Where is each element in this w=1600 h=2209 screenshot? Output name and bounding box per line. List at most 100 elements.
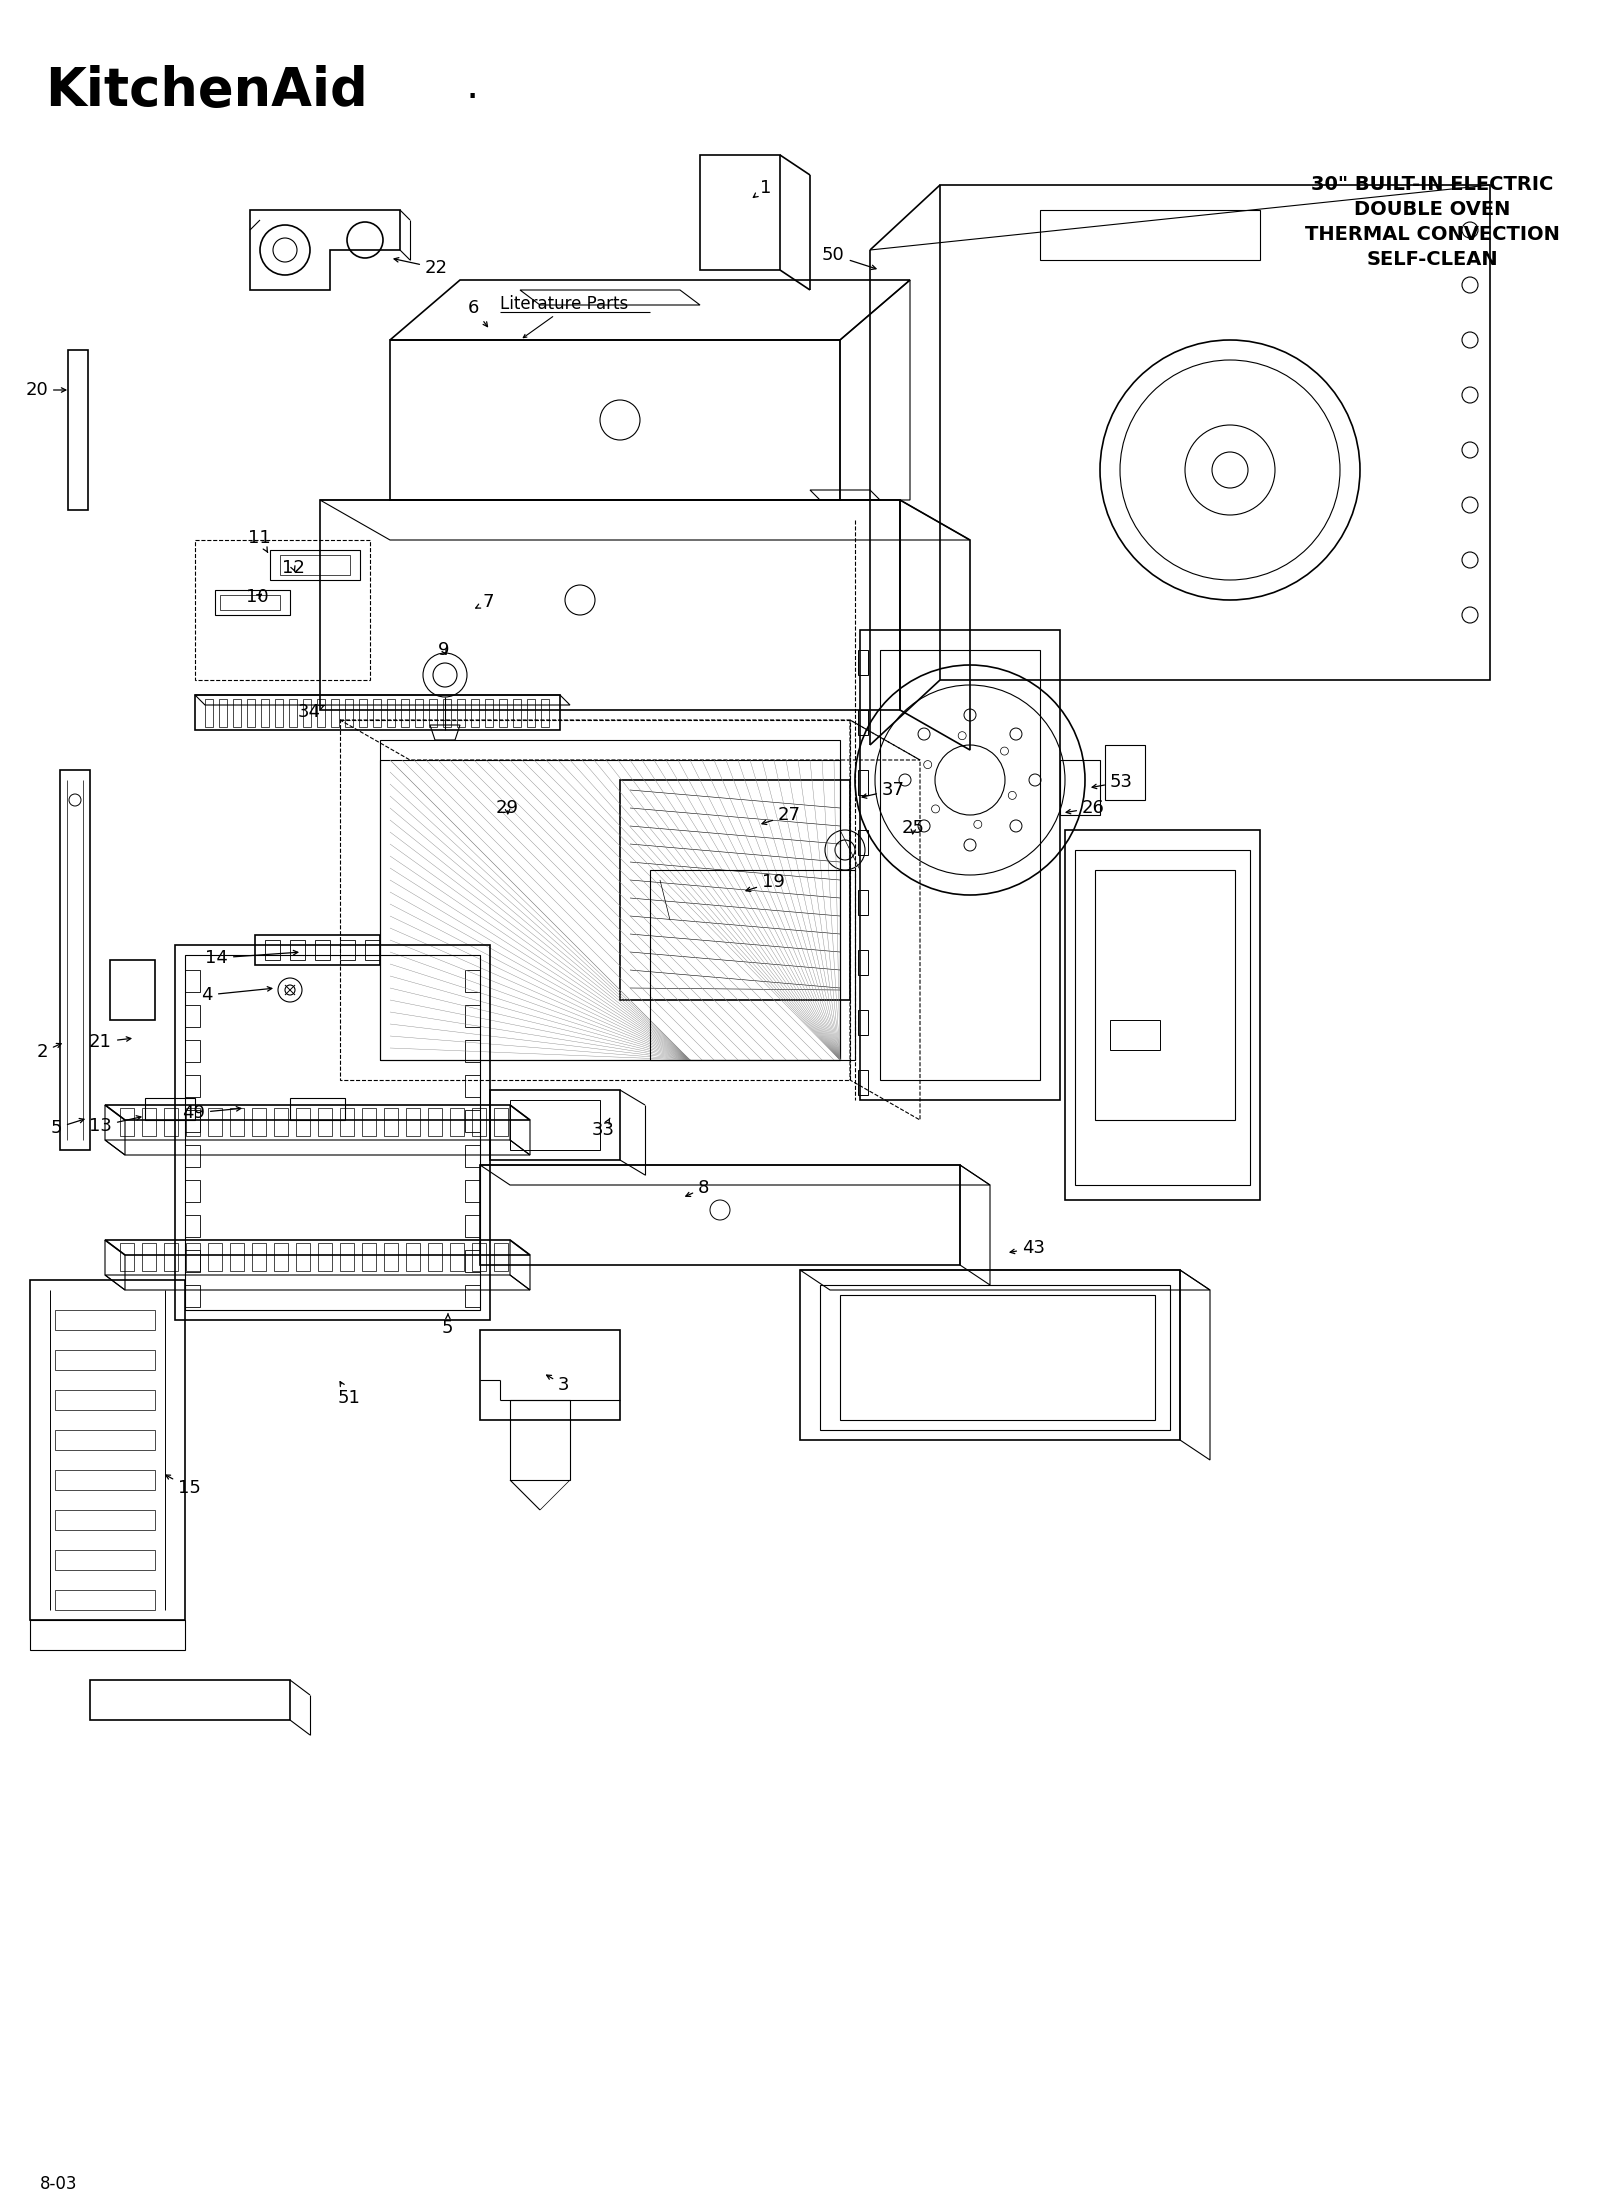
Bar	[331, 698, 339, 727]
Bar	[339, 1109, 354, 1135]
Bar	[165, 1109, 178, 1135]
Bar	[414, 698, 422, 727]
Text: .: .	[466, 64, 478, 106]
Bar	[526, 698, 534, 727]
Text: 13: 13	[90, 1116, 141, 1135]
Bar	[373, 698, 381, 727]
Bar	[466, 1040, 480, 1063]
Bar	[186, 1286, 200, 1308]
Bar	[450, 1244, 464, 1270]
Text: 50: 50	[822, 245, 877, 269]
Bar	[466, 1005, 480, 1027]
Bar	[858, 1010, 867, 1036]
Bar	[266, 941, 280, 961]
Bar	[494, 1109, 509, 1135]
Bar	[54, 1469, 155, 1491]
Text: 53: 53	[1093, 773, 1133, 791]
Bar	[54, 1350, 155, 1370]
Bar	[466, 970, 480, 992]
Bar	[142, 1244, 157, 1270]
Bar	[466, 1215, 480, 1237]
Text: 5: 5	[51, 1118, 85, 1138]
Text: 26: 26	[1066, 800, 1106, 817]
Bar	[186, 1244, 200, 1270]
Text: 49: 49	[182, 1104, 242, 1122]
Bar	[466, 1076, 480, 1098]
Text: Literature Parts: Literature Parts	[499, 296, 629, 314]
Bar	[1040, 210, 1261, 261]
Text: 29: 29	[496, 800, 518, 817]
Bar	[858, 950, 867, 974]
Text: 22: 22	[394, 258, 448, 276]
Text: 15: 15	[166, 1476, 202, 1498]
Bar	[384, 1109, 398, 1135]
Bar	[186, 1040, 200, 1063]
Text: KitchenAid: KitchenAid	[45, 64, 368, 117]
Bar	[219, 698, 227, 727]
Bar	[208, 1244, 222, 1270]
Bar	[290, 698, 298, 727]
Bar	[1106, 744, 1146, 800]
Bar	[339, 1244, 354, 1270]
Bar	[120, 1244, 134, 1270]
Bar	[296, 1109, 310, 1135]
Bar	[858, 649, 867, 676]
Text: 9: 9	[438, 641, 450, 658]
Text: 12: 12	[282, 559, 306, 577]
Bar	[858, 831, 867, 855]
Text: 14: 14	[205, 950, 298, 968]
Bar	[443, 698, 451, 727]
Bar	[318, 1109, 333, 1135]
Bar	[186, 1180, 200, 1202]
Bar	[186, 1076, 200, 1098]
Bar	[406, 1109, 419, 1135]
Bar	[186, 1215, 200, 1237]
Bar	[470, 698, 478, 727]
Bar	[402, 698, 410, 727]
Bar	[318, 1244, 333, 1270]
Text: 1: 1	[754, 179, 771, 197]
Bar	[186, 1109, 200, 1131]
Bar	[362, 1109, 376, 1135]
Text: 20: 20	[26, 380, 66, 400]
Bar	[458, 698, 466, 727]
Bar	[246, 698, 254, 727]
Bar	[466, 1286, 480, 1308]
Bar	[54, 1389, 155, 1409]
Bar	[317, 698, 325, 727]
Bar	[54, 1590, 155, 1610]
Bar	[858, 771, 867, 795]
Bar	[387, 698, 395, 727]
Bar	[253, 1244, 266, 1270]
Text: 25: 25	[902, 820, 925, 837]
Bar	[510, 1100, 600, 1151]
Bar	[186, 1144, 200, 1166]
Bar	[54, 1310, 155, 1330]
Bar	[494, 1244, 509, 1270]
Text: 27: 27	[762, 806, 802, 824]
Bar	[429, 698, 437, 727]
Bar	[280, 554, 350, 574]
Bar	[302, 698, 310, 727]
Bar	[466, 1250, 480, 1272]
Bar	[261, 698, 269, 727]
Bar	[358, 698, 366, 727]
Bar	[346, 698, 354, 727]
Bar	[54, 1429, 155, 1449]
Bar	[466, 1180, 480, 1202]
Text: 3: 3	[547, 1374, 570, 1394]
Text: 2: 2	[37, 1043, 61, 1060]
Bar	[230, 1244, 243, 1270]
Bar	[365, 941, 381, 961]
Bar	[499, 698, 507, 727]
Bar	[186, 1005, 200, 1027]
Bar	[142, 1109, 157, 1135]
Bar	[290, 1098, 346, 1120]
Bar	[253, 1109, 266, 1135]
Text: 6: 6	[467, 298, 488, 327]
Bar	[208, 1109, 222, 1135]
Text: 37: 37	[862, 782, 906, 800]
Text: 7: 7	[475, 592, 493, 612]
Bar	[1110, 1021, 1160, 1049]
Bar	[186, 970, 200, 992]
